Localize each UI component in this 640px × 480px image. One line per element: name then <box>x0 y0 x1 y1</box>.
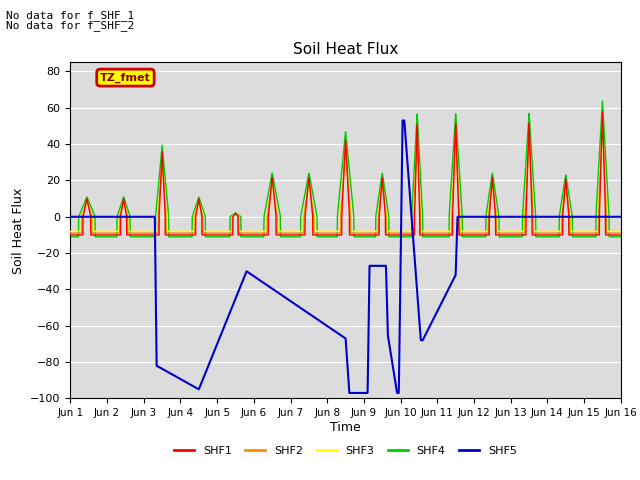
SHF2 <box>129 230 137 236</box>
SHF4 <box>598 98 606 104</box>
Line: SHF4: SHF4 <box>70 101 621 237</box>
SHF5 <box>278 292 285 298</box>
SHF1 <box>617 232 625 238</box>
SHF2 <box>606 230 614 236</box>
SHF4 <box>129 234 137 240</box>
Y-axis label: Soil Heat Flux: Soil Heat Flux <box>12 187 25 274</box>
SHF2 <box>617 230 625 236</box>
Line: SHF1: SHF1 <box>70 112 621 235</box>
SHF3 <box>129 228 137 234</box>
Text: TZ_fmet: TZ_fmet <box>100 72 151 83</box>
SHF3 <box>278 228 285 234</box>
SHF4 <box>606 234 614 240</box>
SHF2 <box>278 230 285 236</box>
SHF5 <box>162 368 170 374</box>
SHF3 <box>606 228 614 234</box>
SHF2 <box>301 204 309 210</box>
Line: SHF5: SHF5 <box>70 120 621 393</box>
SHF5 <box>301 308 309 314</box>
SHF3 <box>301 203 309 208</box>
SHF4 <box>301 189 309 195</box>
SHF1 <box>67 232 74 238</box>
SHF5 <box>399 118 406 123</box>
SHF2 <box>598 119 606 125</box>
SHF1 <box>547 232 554 238</box>
SHF5 <box>607 214 614 220</box>
SHF5 <box>346 390 353 396</box>
X-axis label: Time: Time <box>330 421 361 434</box>
SHF1 <box>278 232 285 238</box>
Text: No data for f_SHF_1: No data for f_SHF_1 <box>6 11 134 22</box>
Title: Soil Heat Flux: Soil Heat Flux <box>293 42 398 57</box>
Line: SHF3: SHF3 <box>70 132 621 231</box>
SHF3 <box>617 228 625 234</box>
Line: SHF2: SHF2 <box>70 122 621 233</box>
SHF1 <box>301 211 309 217</box>
SHF1 <box>162 232 170 238</box>
SHF5 <box>129 214 137 220</box>
SHF4 <box>67 234 74 240</box>
SHF2 <box>162 210 170 216</box>
SHF2 <box>67 230 74 236</box>
SHF5 <box>617 214 625 220</box>
SHF1 <box>598 109 606 115</box>
SHF4 <box>278 234 285 240</box>
SHF4 <box>547 234 554 240</box>
SHF3 <box>67 228 74 234</box>
SHF1 <box>606 232 614 238</box>
SHF4 <box>617 234 625 240</box>
SHF5 <box>67 214 74 220</box>
SHF3 <box>162 205 170 211</box>
SHF3 <box>598 130 606 135</box>
SHF5 <box>547 214 555 220</box>
Legend: SHF1, SHF2, SHF3, SHF4, SHF5: SHF1, SHF2, SHF3, SHF4, SHF5 <box>170 441 521 460</box>
SHF3 <box>547 228 554 234</box>
SHF4 <box>162 182 170 188</box>
Text: No data for f_SHF_2: No data for f_SHF_2 <box>6 20 134 31</box>
SHF1 <box>129 232 137 238</box>
SHF2 <box>547 230 554 236</box>
